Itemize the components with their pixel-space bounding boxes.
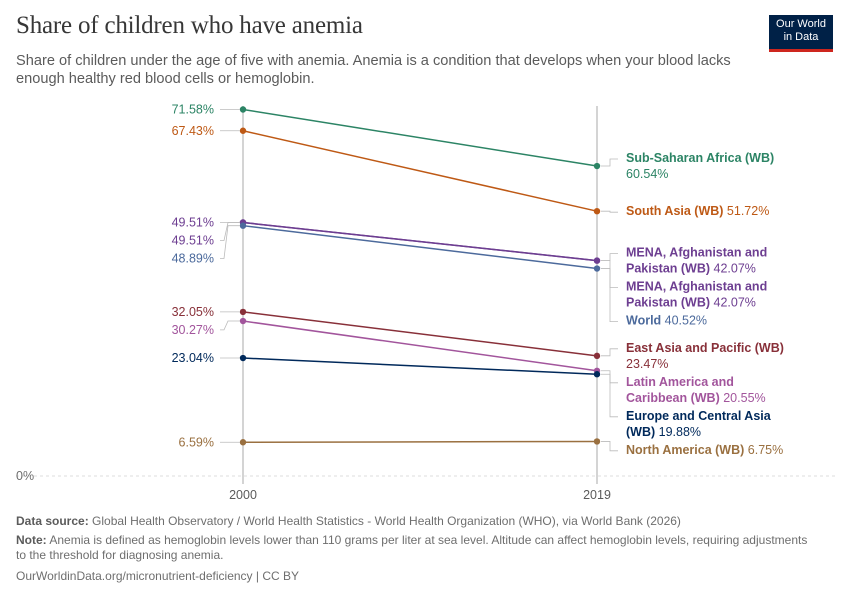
series-1-point-start[interactable] — [239, 127, 247, 134]
series-5-point-start[interactable] — [239, 308, 247, 316]
series-7-end-connector — [601, 373, 618, 418]
series-3-start-label: 49.51% — [172, 234, 214, 248]
chart-note: Note: Anemia is defined as hemoglobin le… — [16, 533, 816, 563]
series-3-end-label-value: 42.07% — [714, 296, 756, 310]
series-4-point-end[interactable] — [593, 265, 601, 272]
series-7-end-label-value: 19.88% — [659, 425, 701, 439]
series-1-line[interactable] — [242, 130, 598, 212]
chart-title: Share of children who have anemia — [16, 12, 363, 39]
series-3-point-end[interactable] — [593, 257, 601, 264]
series-8-end-label-value: 6.75% — [748, 443, 783, 457]
logo-line-1: Our World — [776, 18, 826, 30]
series-8-end-label-name: North America (WB) — [626, 443, 748, 457]
series-7-end-label-name: (WB) — [626, 425, 659, 439]
series-0-end-connector — [601, 158, 618, 167]
series-1-end-label-value: 51.72% — [727, 204, 769, 218]
series-2-end-label-value: 42.07% — [714, 262, 756, 276]
chart-subtitle: Share of children under the age of five … — [16, 53, 731, 87]
series-6-end-connector — [601, 370, 618, 384]
series-6-start-label: 30.27% — [172, 323, 214, 337]
series-4-end-label-value: 40.52% — [665, 314, 707, 328]
chart-url[interactable]: OurWorldinData.org/micronutrient-deficie… — [16, 569, 816, 584]
series-6-line[interactable] — [242, 320, 598, 372]
series-1-start-label: 67.43% — [172, 124, 214, 138]
series-4-point-start[interactable] — [239, 222, 247, 229]
line-chart: 0% 2000 2019 71.58% Sub-Saharan Africa (WB) 6… — [16, 103, 835, 502]
series-0-line[interactable] — [242, 108, 598, 167]
series-3-end-connector — [601, 260, 618, 289]
series-7-end-label-line-0: Europe and Central Asia — [626, 409, 772, 423]
series-3-end-label-line-1: Pakistan (WB) 42.07% — [626, 296, 756, 310]
series-7-end-label-line-1: (WB) 19.88% — [626, 425, 701, 439]
series-8-end-label-line-0: North America (WB) 6.75% — [626, 443, 783, 457]
series-3-start-connector — [220, 222, 240, 241]
series-5-end-label-value: 23.47% — [626, 357, 668, 371]
series-8-point-start[interactable] — [239, 439, 247, 446]
series-5-end-label-line-1: 23.47% — [626, 357, 668, 371]
series-7-point-start[interactable] — [239, 354, 247, 362]
chart-url-text[interactable]: OurWorldinData.org/micronutrient-deficie… — [16, 569, 299, 583]
series-0-start-label: 71.58% — [172, 103, 214, 117]
series-0-end-label-line-0: Sub-Saharan Africa (WB) — [626, 151, 774, 165]
series-0-point-start[interactable] — [239, 106, 247, 113]
series-6-end-label-line-1: Caribbean (WB) 20.55% — [626, 391, 766, 405]
series-5-point-end[interactable] — [593, 352, 601, 360]
data-source-text: Global Health Observatory / World Health… — [92, 514, 681, 528]
series-6-end-label-line-0: Latin America and — [626, 375, 734, 389]
series-5-end-label-line-0: East Asia and Pacific (WB) — [626, 341, 784, 355]
series-6-point-start[interactable] — [239, 317, 247, 325]
series-8-line[interactable] — [242, 440, 598, 444]
series-6-start-connector — [220, 320, 240, 331]
series-2-end-connector — [601, 253, 618, 262]
series-5-line[interactable] — [242, 311, 598, 357]
series-1-point-end[interactable] — [593, 207, 601, 215]
series-7-line[interactable] — [242, 357, 598, 375]
x-tick-label-2019: 2019 — [583, 488, 611, 502]
note-label: Note: — [16, 533, 47, 547]
series-4-end-label-name: World — [626, 314, 665, 328]
series-4-end-connector — [601, 268, 618, 323]
series-4-line[interactable] — [242, 224, 598, 270]
series-5-start-label: 32.05% — [172, 305, 214, 319]
series-4-start-label: 48.89% — [172, 252, 214, 266]
series-8-end-connector — [601, 441, 618, 452]
series-7-start-label: 23.04% — [172, 351, 214, 365]
series-4-end-label-line-0: World 40.52% — [626, 314, 707, 328]
series-4-start-connector — [220, 225, 240, 259]
series-2-start-label: 49.51% — [172, 216, 214, 230]
series-5-end-connector — [601, 348, 618, 357]
data-source-label: Data source: — [16, 514, 89, 528]
series-0-end-label-line-1: 60.54% — [626, 167, 668, 181]
series-1-end-connector — [601, 210, 618, 213]
series-7-point-end[interactable] — [593, 371, 601, 378]
series-0-point-end[interactable] — [593, 162, 601, 170]
logo-line-2: in Data — [783, 31, 819, 43]
series-2-end-label-line-1: Pakistan (WB) 42.07% — [626, 262, 756, 276]
series-8-start-label: 6.59% — [179, 435, 214, 449]
series-6-end-label-name: Caribbean (WB) — [626, 391, 723, 405]
series-3-line[interactable] — [242, 221, 598, 262]
series-8-point-end[interactable] — [593, 438, 601, 445]
series-3-end-label-name: Pakistan (WB) — [626, 296, 714, 310]
series-2-end-label-name: Pakistan (WB) — [626, 262, 714, 276]
owid-logo[interactable]: Our World in Data — [769, 15, 833, 52]
series-1-end-label-line-0: South Asia (WB) 51.72% — [626, 204, 769, 218]
series-1-end-label-name: South Asia (WB) — [626, 204, 727, 218]
x-tick-label-2000: 2000 — [229, 488, 257, 502]
series-0-end-label-value: 60.54% — [626, 167, 668, 181]
data-source: Data source: Global Health Observatory /… — [16, 514, 816, 529]
series-2-end-label-line-0: MENA, Afghanistan and — [626, 246, 767, 260]
note-text: Anemia is defined as hemoglobin levels l… — [16, 533, 808, 562]
series-3-end-label-line-0: MENA, Afghanistan and — [626, 280, 767, 294]
series-6-end-label-value: 20.55% — [723, 391, 765, 405]
y-tick-label-zero: 0% — [16, 469, 34, 483]
